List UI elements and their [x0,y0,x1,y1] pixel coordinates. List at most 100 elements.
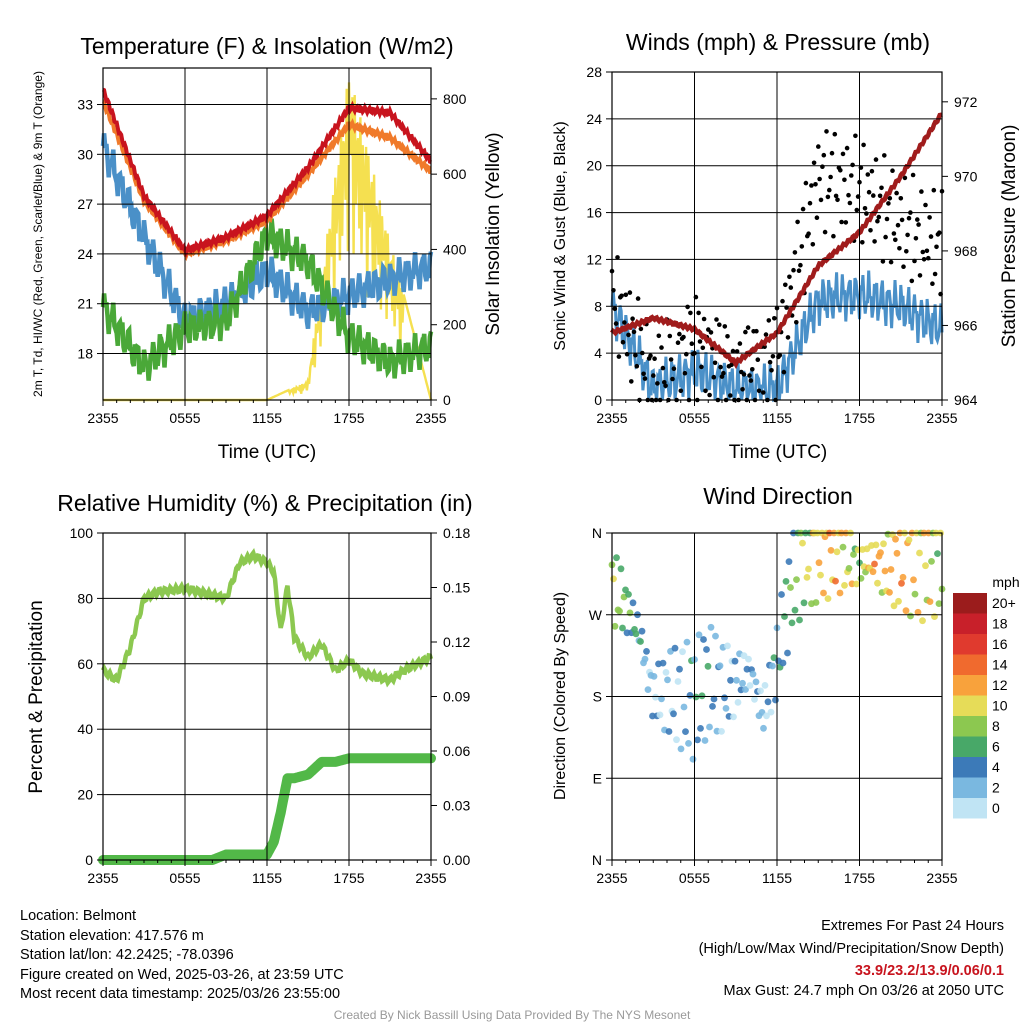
direction-point [751,696,758,703]
winds-ytick-label: 28 [586,64,602,80]
gust-point [682,370,688,376]
direction-point [659,659,667,667]
gust-point [901,264,906,270]
winds-xtick-label: 1155 [762,410,792,426]
gust-point [895,222,901,228]
direction-point [749,670,757,678]
direction-point [892,535,899,543]
gust-point [827,187,832,193]
direction-point [817,571,824,579]
extremes-subtitle: (High/Low/Max Wind/Precipitation/Snow De… [698,940,1004,957]
direction-point [869,568,877,576]
direction-point [695,631,703,639]
direction-point [742,686,749,693]
temp-ytick-label: 30 [77,146,93,162]
direction-point [850,551,857,558]
rh-ytick-right-label: 0.18 [443,525,470,541]
winds-ytick-label: 16 [586,205,602,221]
gust-point [842,177,847,183]
direction-point [617,565,625,573]
winds-ytick-right-label: 970 [954,168,978,184]
gust-point [623,292,629,298]
gust-point [887,196,893,201]
gust-point [613,321,619,326]
direction-point [658,695,665,703]
direction-point [845,565,853,572]
direction-point [793,576,800,583]
rh-ytick-label: 0 [85,852,93,868]
winds-xlabel: Time (UTC) [729,442,828,463]
dir-ytick-label: W [589,607,603,623]
gust-point [923,202,928,208]
temp-ytick-right-label: 600 [443,166,467,182]
direction-point [734,699,742,706]
winds-xtick-label: 0555 [679,410,710,426]
gust-point [677,331,682,337]
temperature-xlabel: Time (UTC) [218,442,317,463]
gust-point [711,374,717,380]
legend-swatch [953,777,987,798]
temp-ytick-right-label: 800 [443,91,467,107]
legend-label: 10 [992,698,1008,714]
gust-point [712,360,718,366]
direction-point [670,710,677,718]
gust-point [906,215,912,221]
winds-ytick-right-label: 968 [954,243,978,259]
gust-point [905,232,910,238]
direction-point [727,676,734,684]
direction-point [706,723,713,731]
gust-point [917,273,923,278]
gust-point [882,153,887,158]
temperature-title: Temperature (F) & Insolation (W/m2) [80,33,453,59]
direction-point [716,662,724,670]
gust-point [873,157,879,162]
extremes-info: Extremes For Past 24 Hours (High/Low/Max… [699,917,1004,1001]
dir-ytick-label: S [593,689,602,705]
gust-point [799,244,805,249]
legend-label: 12 [992,677,1008,693]
direction-point [800,599,808,607]
gust-point [838,168,843,173]
gust-point [629,379,634,384]
direction-point [799,539,806,547]
winds-ytick-right-label: 966 [954,317,978,333]
gust-point [904,249,909,254]
direction-point [704,662,712,670]
gust-point [754,328,759,334]
temp-ytick-label: 21 [77,296,93,312]
direction-point [757,687,764,695]
gust-point [684,351,689,357]
gust-point [810,242,816,247]
winds-xtick-label: 1755 [844,410,875,426]
gust-point [824,129,829,134]
gust-point [795,219,800,225]
direction-point [709,703,716,710]
gust-point [745,325,751,330]
gust-point [678,388,684,394]
credit-text: Created By Nick Bassill Using Data Provi… [333,1008,691,1022]
legend-label: 2 [992,780,1000,796]
temp-xtick-label: 2355 [415,410,446,426]
dir-xtick-label: 1155 [762,870,792,886]
direction-point [827,547,835,554]
direction-point [778,591,785,598]
direction-point [632,630,640,638]
direction-point [914,608,922,616]
gust-point [820,164,825,169]
gust-point [717,322,722,328]
direction-point [922,562,929,570]
direction-point [731,657,739,665]
gust-point [800,206,806,212]
direction-point [698,692,706,700]
direction-point [833,548,841,556]
direction-point [839,543,847,551]
gust-point [854,207,860,213]
direction-point [886,589,893,596]
gust-point [871,193,876,198]
elevation-text: Station elevation: 417.576 m [20,927,204,944]
humidity-ylabel: Percent & Precipitation [26,600,47,793]
direction-point [787,584,794,591]
direction-point [916,549,923,557]
gust-point [748,378,754,383]
dir-ytick-label: N [592,525,602,541]
